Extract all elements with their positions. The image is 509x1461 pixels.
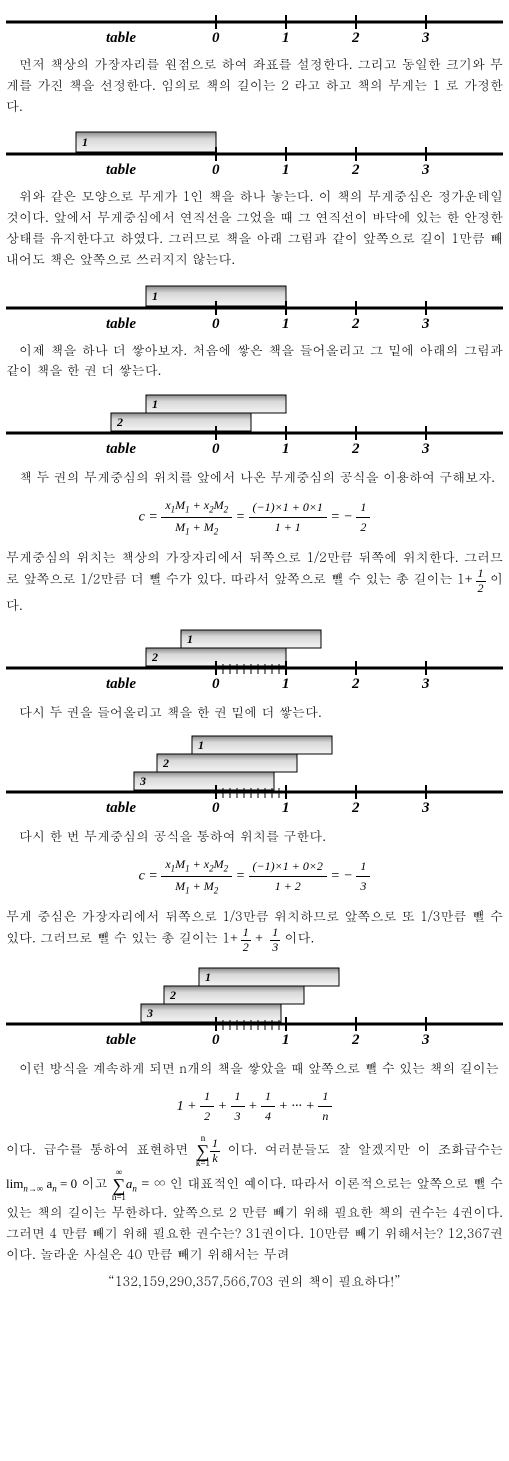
svg-text:1: 1 — [282, 162, 290, 178]
svg-text:0: 0 — [212, 162, 220, 178]
svg-text:3: 3 — [421, 162, 430, 178]
diagram-5-two-books-shifted: 1 2 table 0 1 2 3 — [6, 624, 503, 696]
svg-text:1: 1 — [205, 970, 211, 984]
svg-text:1: 1 — [187, 632, 193, 646]
svg-text:1: 1 — [282, 441, 290, 457]
table-label: table — [106, 162, 136, 178]
svg-text:table: table — [106, 676, 136, 692]
paragraph-7: 다시 한 번 무게중심의 공식을 통하여 위치를 구한다. — [6, 826, 503, 847]
svg-text:0: 0 — [212, 676, 220, 692]
paragraph-6: 다시 두 권을 들어올리고 책을 한 권 밑에 더 쌓는다. — [6, 702, 503, 723]
paragraph-8: 무게 중심은 가장자리에서 뒤쪽으로 1/3만큼 위치하므로 앞쪽으로 또 1/… — [6, 906, 503, 954]
svg-text:0: 0 — [212, 1032, 220, 1048]
svg-text:3: 3 — [146, 1006, 153, 1020]
svg-text:table: table — [106, 441, 136, 457]
svg-text:0: 0 — [212, 441, 220, 457]
book-1-label: 1 — [82, 135, 88, 149]
svg-text:1: 1 — [282, 1032, 290, 1048]
paragraph-3: 이제 책을 하나 더 쌓아보자. 처음에 쌓은 책을 들어올리고 그 밑에 아래… — [6, 340, 503, 382]
book-1 — [76, 132, 216, 152]
svg-text:table: table — [106, 1032, 136, 1048]
svg-text:3: 3 — [421, 316, 430, 332]
svg-text:2: 2 — [116, 415, 123, 429]
paragraph-4: 책 두 권의 무게중심의 위치를 앞에서 나온 무게중심의 공식을 이용하여 구… — [6, 467, 503, 488]
svg-text:1: 1 — [152, 289, 158, 303]
book-1 — [199, 968, 339, 986]
tick-0: 0 — [212, 30, 220, 46]
book-2 — [157, 754, 297, 772]
sigma-infinite: ∞∑n=1 — [112, 1168, 126, 1202]
svg-text:3: 3 — [139, 774, 146, 788]
book-1 — [181, 630, 321, 648]
svg-text:2: 2 — [351, 441, 360, 457]
svg-text:1: 1 — [152, 397, 158, 411]
paragraph-1: 먼저 책상의 가장자리를 원점으로 하여 좌표를 설정한다. 그리고 동일한 크… — [6, 54, 503, 116]
svg-text:3: 3 — [421, 676, 430, 692]
svg-text:2: 2 — [351, 1032, 360, 1048]
svg-text:3: 3 — [421, 800, 430, 816]
svg-text:2: 2 — [169, 988, 176, 1002]
svg-text:2: 2 — [151, 650, 158, 664]
book-3 — [134, 772, 274, 790]
tick-3: 3 — [421, 30, 430, 46]
paragraph-10: 이다. 급수를 통하여 표현하면 n∑k=11k 이다. 여러분들도 잘 알겠지… — [6, 1134, 503, 1265]
book-2 — [111, 413, 251, 431]
svg-text:2: 2 — [351, 676, 360, 692]
svg-text:1: 1 — [282, 800, 290, 816]
paragraph-5: 무게중심의 위치는 책상의 가장자리에서 뒤쪽으로 1/2만큼 뒤쪽에 위치한다… — [6, 547, 503, 616]
svg-text:2: 2 — [351, 800, 360, 816]
book-2 — [164, 986, 304, 1004]
diagram-4-two-books: 1 2 table 0 1 2 3 — [6, 389, 503, 461]
table-label: table — [106, 30, 136, 46]
svg-text:table: table — [106, 316, 136, 332]
svg-text:1: 1 — [198, 738, 204, 752]
diagram-2-one-book-centered: 1 table 0 1 2 3 — [6, 124, 503, 180]
formula-2: c = x1M1 + x2M2M1 + M2 = (−1)×1 + 0×21 +… — [6, 855, 503, 898]
formula-series: 1 + 12 + 13 + 14 + ··· + 1n — [6, 1087, 503, 1126]
book-1 — [146, 395, 286, 413]
svg-text:3: 3 — [421, 1032, 430, 1048]
svg-text:0: 0 — [212, 316, 220, 332]
diagram-7-three-books-shifted: 1 2 3 table 0 1 2 3 — [6, 962, 503, 1052]
svg-text:1: 1 — [282, 316, 290, 332]
sigma-finite: n∑k=1 — [196, 1134, 210, 1168]
book-1 — [192, 736, 332, 754]
svg-text:0: 0 — [212, 800, 220, 816]
tick-2: 2 — [351, 30, 360, 46]
svg-text:2: 2 — [351, 162, 360, 178]
paragraph-2: 위와 같은 모양으로 무게가 1인 책을 하나 놓는다. 이 책의 무게중심은 … — [6, 186, 503, 269]
formula-1: c = x1M1 + x2M2M1 + M2 = (−1)×1 + 0×11 +… — [6, 496, 503, 539]
tick-1: 1 — [282, 30, 290, 46]
paragraph-9: 이런 방식을 계속하게 되면 n개의 책을 쌓았을 때 앞쪽으로 뺄 수 있는 … — [6, 1058, 503, 1079]
axis-group: table 0 1 2 3 — [6, 15, 503, 46]
final-quote: “132,159,290,357,566,703 권의 책이 필요하다!” — [6, 1271, 503, 1292]
svg-text:3: 3 — [421, 441, 430, 457]
diagram-6-three-books: 1 2 3 table 0 1 2 3 — [6, 730, 503, 820]
svg-text:2: 2 — [162, 756, 169, 770]
svg-text:2: 2 — [351, 316, 360, 332]
diagram-1-empty-axis: table 0 1 2 3 — [6, 12, 503, 48]
svg-text:1: 1 — [282, 676, 290, 692]
svg-text:table: table — [106, 800, 136, 816]
diagram-3-one-book-shifted: 1 table 0 1 2 3 — [6, 278, 503, 334]
book-3 — [141, 1004, 281, 1022]
